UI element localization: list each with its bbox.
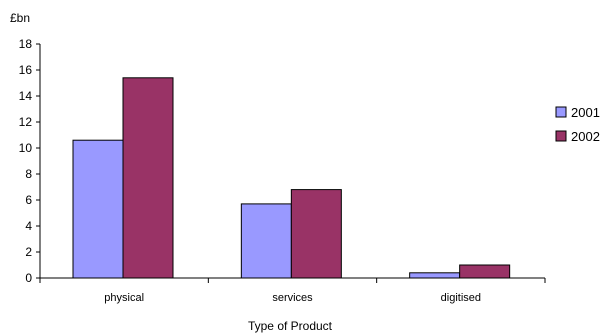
y-tick-label: 2 (25, 245, 32, 259)
plot-area: 0 2 4 6 8 10 12 14 16 18 physical services digitised (19, 37, 546, 304)
y-tick-label: 4 (25, 219, 32, 233)
legend: 2001 2002 (555, 105, 600, 144)
y-tick-label: 12 (19, 115, 33, 129)
legend-swatch-2002 (555, 130, 567, 142)
x-axis-title: Type of Product (248, 319, 333, 333)
y-tick-label: 18 (19, 37, 33, 51)
bar-services-2001 (240, 203, 292, 279)
bar-physical-2001 (72, 139, 124, 279)
bar-digitised-2001 (409, 272, 461, 279)
legend-swatch-2001 (555, 106, 567, 118)
bar-digitised-2002 (459, 264, 511, 279)
y-tick-label: 14 (19, 89, 33, 103)
y-tick-label: 0 (25, 271, 32, 285)
x-tick-label: services (272, 292, 313, 304)
x-tick-label: digitised (441, 292, 481, 304)
legend-label: 2001 (571, 105, 600, 120)
y-axis-title: £bn (10, 11, 30, 25)
y-tick-label: 8 (25, 167, 32, 181)
bar-services-2002 (290, 189, 342, 279)
y-tick-label: 6 (25, 193, 32, 207)
bar-physical-2002 (122, 77, 174, 279)
legend-label: 2002 (571, 129, 600, 144)
y-tick-label: 10 (19, 141, 33, 155)
y-tick-label: 16 (19, 63, 33, 77)
x-tick-label: physical (104, 292, 144, 304)
